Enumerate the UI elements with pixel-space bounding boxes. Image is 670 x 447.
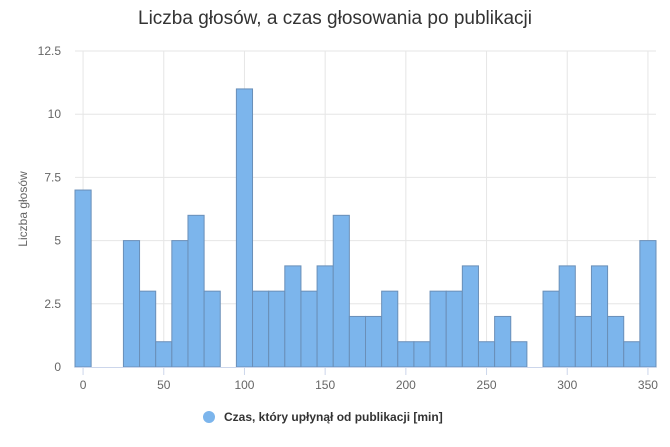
x-tick-label: 200 <box>396 378 416 392</box>
y-tick-label: 0 <box>54 360 61 374</box>
histogram-bar[interactable] <box>590 265 609 368</box>
histogram-bar[interactable] <box>558 265 576 368</box>
x-tick-label: 150 <box>315 378 335 392</box>
x-tick-label: 0 <box>80 378 87 392</box>
histogram-bar[interactable] <box>332 214 350 368</box>
histogram-bar[interactable] <box>445 290 463 368</box>
histogram-bar[interactable] <box>122 240 141 368</box>
histogram-bar[interactable] <box>365 315 383 368</box>
x-tick-label: 250 <box>477 378 497 392</box>
y-tick-label: 12.5 <box>38 44 62 58</box>
y-tick-label: 10 <box>48 107 62 121</box>
histogram-bar[interactable] <box>429 290 447 368</box>
x-tick-label: 50 <box>157 378 171 392</box>
y-tick-label: 2.5 <box>44 297 61 311</box>
histogram-bar[interactable] <box>235 88 254 368</box>
histogram-bar[interactable] <box>574 315 592 368</box>
histogram-bar[interactable] <box>639 240 657 368</box>
histogram-bar[interactable] <box>461 265 479 368</box>
histogram-bar[interactable] <box>494 315 512 368</box>
histogram-bar[interactable] <box>348 315 367 368</box>
histogram-bar[interactable] <box>74 189 92 368</box>
histogram-bar[interactable] <box>139 290 157 368</box>
histogram-bar[interactable] <box>268 290 286 368</box>
histogram-bar[interactable] <box>623 341 641 368</box>
histogram-bar[interactable] <box>477 341 496 368</box>
legend-marker[interactable] <box>203 411 215 423</box>
histogram-bar[interactable] <box>252 290 270 368</box>
chart-title: Liczba głosów, a czas głosowania po publ… <box>138 8 532 29</box>
x-tick-label: 350 <box>638 378 658 392</box>
histogram-bar[interactable] <box>171 240 189 368</box>
histogram-bar[interactable] <box>187 214 205 368</box>
histogram-bar[interactable] <box>542 290 560 368</box>
histogram-bar[interactable] <box>397 341 415 368</box>
legend-label[interactable]: Czas, który upłynął od publikacji [min] <box>224 410 443 424</box>
y-axis-label: Liczba głosów <box>16 171 30 247</box>
x-tick-label: 300 <box>557 378 577 392</box>
histogram-bar[interactable] <box>413 341 431 368</box>
y-tick-label: 5 <box>54 234 61 248</box>
histogram-bar[interactable] <box>381 290 399 368</box>
y-tick-label: 7.5 <box>44 170 61 184</box>
histogram-bar[interactable] <box>203 290 221 368</box>
x-tick-label: 100 <box>234 378 254 392</box>
histogram-bar[interactable] <box>155 341 173 368</box>
histogram-bar[interactable] <box>607 315 625 368</box>
histogram-bar[interactable] <box>510 341 528 368</box>
histogram-bar[interactable] <box>284 265 302 368</box>
histogram-bar[interactable] <box>300 290 318 368</box>
histogram-bar[interactable] <box>316 265 334 368</box>
